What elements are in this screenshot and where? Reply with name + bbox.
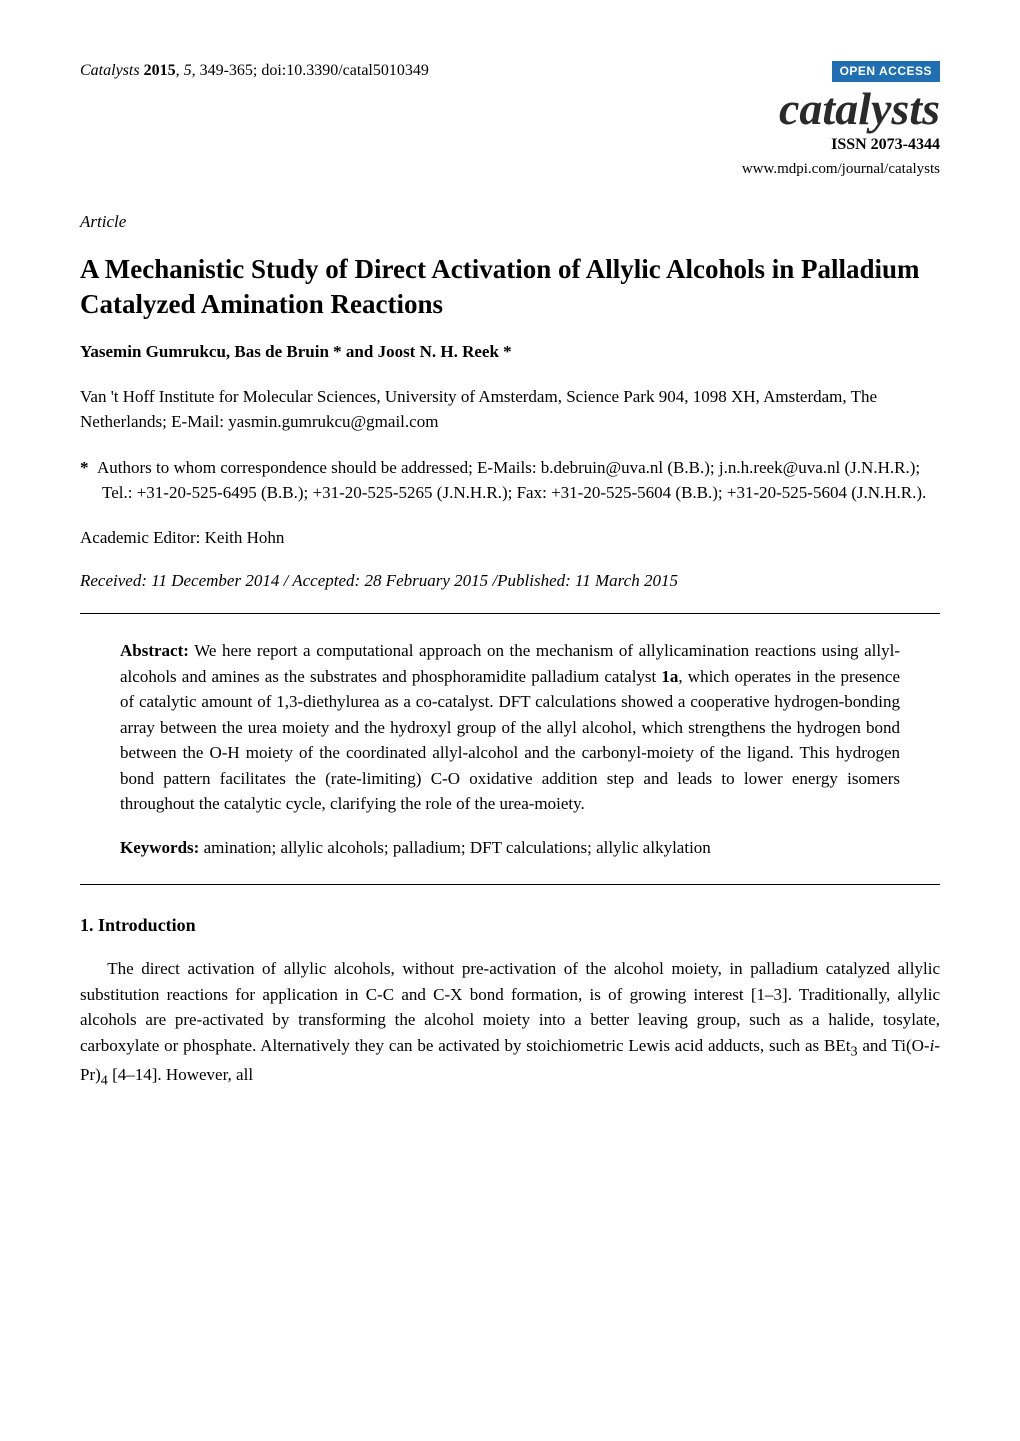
article-title: A Mechanistic Study of Direct Activation… bbox=[80, 252, 940, 322]
journal-volume: 5 bbox=[184, 62, 192, 79]
abstract-label: Abstract: bbox=[120, 641, 189, 660]
header-row: Catalysts 2015, 5, 349-365; doi:10.3390/… bbox=[80, 60, 940, 180]
issn: ISSN 2073-4344 bbox=[742, 134, 940, 156]
subscript-4: 4 bbox=[101, 1073, 108, 1089]
academic-editor: Academic Editor: Keith Hohn bbox=[80, 526, 940, 550]
abstract-block: Abstract: We here report a computational… bbox=[120, 638, 900, 860]
subscript-3: 3 bbox=[850, 1043, 857, 1059]
open-access-badge: OPEN ACCESS bbox=[832, 61, 940, 82]
correspondence-star: * bbox=[80, 458, 89, 477]
journal-url: www.mdpi.com/journal/catalysts bbox=[742, 159, 940, 180]
body-text-1a: The direct activation of allylic alcohol… bbox=[80, 959, 940, 1055]
journal-name: Catalysts bbox=[80, 62, 140, 79]
abstract-bold-1a: 1a bbox=[661, 667, 678, 686]
keywords-text: amination; allylic alcohols; palladium; … bbox=[199, 838, 710, 857]
journal-logo: catalysts bbox=[742, 86, 940, 132]
divider-top bbox=[80, 613, 940, 614]
keywords-label: Keywords: bbox=[120, 838, 199, 857]
correspondence-text: Authors to whom correspondence should be… bbox=[97, 458, 926, 503]
abstract-paragraph: Abstract: We here report a computational… bbox=[120, 638, 900, 817]
body-paragraph-1: The direct activation of allylic alcohol… bbox=[80, 956, 940, 1092]
section-heading-1: 1. Introduction bbox=[80, 913, 940, 938]
correspondence: * Authors to whom correspondence should … bbox=[80, 455, 940, 506]
article-dates: Received: 11 December 2014 / Accepted: 2… bbox=[80, 569, 940, 593]
affiliation: Van 't Hoff Institute for Molecular Scie… bbox=[80, 384, 940, 435]
keywords-paragraph: Keywords: amination; allylic alcohols; p… bbox=[120, 835, 900, 861]
authors: Yasemin Gumrukcu, Bas de Bruin * and Joo… bbox=[80, 340, 940, 364]
body-text-1b: and Ti(O- bbox=[858, 1036, 930, 1055]
divider-bottom bbox=[80, 884, 940, 885]
journal-reference: Catalysts 2015, 5, 349-365; doi:10.3390/… bbox=[80, 60, 429, 82]
abstract-text-2: , which operates in the presence of cata… bbox=[120, 667, 900, 814]
body-text-1d: [4–14]. However, all bbox=[108, 1065, 253, 1084]
journal-year: 2015 bbox=[144, 62, 176, 79]
journal-pages-doi: , 349-365; doi:10.3390/catal5010349 bbox=[192, 62, 429, 79]
open-access-block: OPEN ACCESS catalysts ISSN 2073-4344 www… bbox=[742, 60, 940, 180]
article-type-label: Article bbox=[80, 210, 940, 234]
